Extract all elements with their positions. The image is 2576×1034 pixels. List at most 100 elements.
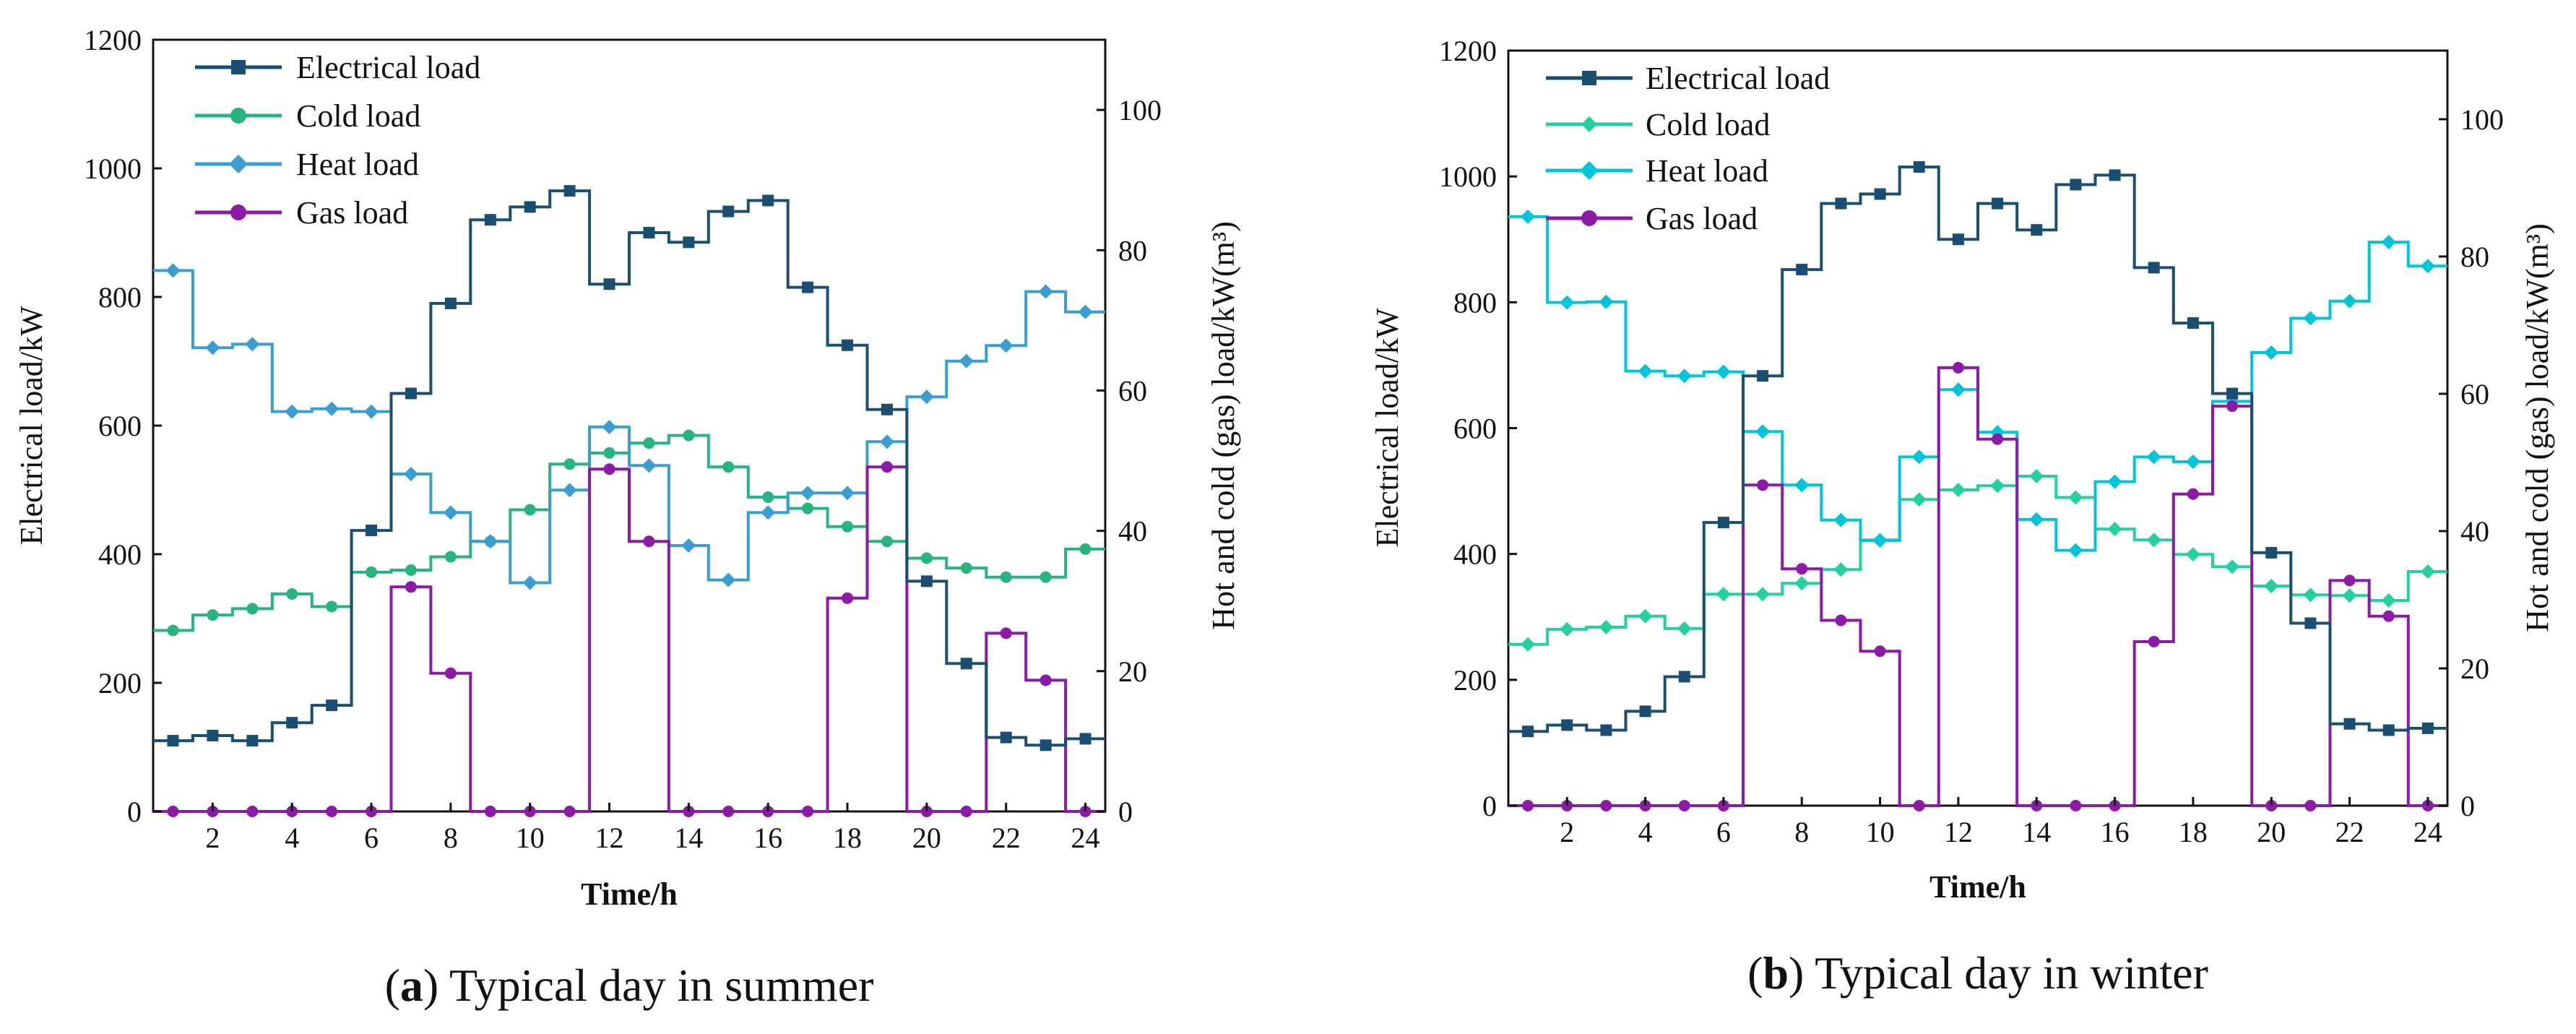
- point-gas: [444, 667, 457, 679]
- x-tick-label: 18: [833, 822, 862, 854]
- point-gas: [405, 581, 417, 593]
- point-cold: [762, 491, 774, 504]
- legend-label-electrical: Electrical load: [1646, 61, 1830, 96]
- point-cold: [722, 461, 735, 473]
- point-cold: [603, 447, 615, 459]
- point-cold: [1950, 483, 1966, 497]
- legend-label-heat: Heat load: [296, 147, 419, 182]
- legend-marker-electrical: [231, 60, 246, 74]
- point-heat: [1872, 533, 1888, 548]
- point-cold: [1638, 608, 1653, 624]
- point-cold: [1755, 587, 1771, 602]
- point-gas: [2148, 635, 2160, 647]
- point-electrical: [2421, 722, 2434, 734]
- point-gas: [802, 806, 814, 817]
- point-heat: [1599, 294, 1614, 309]
- point-cold: [1079, 543, 1092, 555]
- point-heat: [681, 538, 696, 553]
- point-electrical: [1913, 161, 1925, 173]
- series-line-gas: [1508, 366, 2447, 807]
- y-tick-label-right: 60: [1118, 374, 1147, 407]
- point-electrical: [2109, 169, 2121, 181]
- y-tick-label-right: 100: [2460, 103, 2504, 136]
- point-electrical: [1717, 517, 1729, 529]
- point-cold: [326, 600, 338, 613]
- panel-label: a: [400, 960, 423, 1011]
- y-tick-label-left: 200: [98, 667, 142, 699]
- point-cold: [1794, 576, 1810, 591]
- series-line-heat: [153, 269, 1105, 585]
- point-electrical: [802, 281, 814, 293]
- point-cold: [2342, 588, 2357, 603]
- x-tick-label: 12: [595, 822, 624, 854]
- x-tick-label: 12: [1944, 816, 1973, 848]
- point-electrical: [563, 185, 576, 197]
- legend-item-heat: Heat load: [195, 147, 419, 182]
- point-gas: [1678, 800, 1690, 811]
- chart-panel-summer: 2 4 6 8 10 12 14 16 18 20 22 2402004006008001000120…: [14, 24, 1241, 1011]
- point-cold: [1521, 637, 1536, 652]
- y-axis-label-right: Hot and cold (gas) load/kW(m³): [1206, 221, 1241, 629]
- point-heat: [2029, 512, 2044, 527]
- point-gas: [1000, 627, 1012, 639]
- point-electrical: [2265, 546, 2278, 559]
- panel-caption: (b) Typical day in winter: [1747, 947, 2208, 999]
- point-cold: [1599, 620, 1614, 634]
- point-heat: [1638, 363, 1653, 379]
- point-cold: [1560, 621, 1575, 637]
- point-electrical: [1757, 370, 1769, 382]
- point-cold: [2107, 522, 2122, 537]
- legend: Electrical load Cold load Heat load Gas …: [1546, 61, 1830, 236]
- point-electrical: [366, 525, 378, 537]
- series-line-electrical: [1508, 165, 2447, 733]
- point-gas: [1757, 479, 1769, 491]
- point-gas: [1992, 433, 2004, 445]
- point-heat: [2381, 235, 2396, 250]
- point-cold: [1716, 587, 1731, 602]
- point-gas: [167, 806, 179, 817]
- point-cold: [405, 564, 417, 577]
- point-heat: [1521, 209, 1536, 224]
- x-tick-label: 20: [2257, 816, 2286, 848]
- point-gas: [1874, 645, 1886, 658]
- x-tick-label: 4: [285, 822, 299, 854]
- point-heat: [403, 466, 418, 481]
- point-heat: [998, 338, 1013, 353]
- point-heat: [1038, 284, 1053, 299]
- point-gas: [484, 806, 496, 817]
- point-cold: [2225, 559, 2240, 574]
- point-electrical: [722, 205, 735, 217]
- point-electrical: [246, 735, 259, 747]
- y-tick-label-left: 800: [1453, 286, 1497, 319]
- y-tick-label-right: 0: [2460, 790, 2475, 822]
- point-heat: [2264, 345, 2279, 360]
- x-tick-label: 16: [753, 822, 782, 854]
- point-cold: [366, 566, 378, 578]
- legend-marker-cold: [230, 108, 246, 124]
- point-gas: [1040, 674, 1052, 686]
- panel-caption: (a) Typical day in summer: [385, 960, 874, 1011]
- y-tick-label-right: 100: [1118, 94, 1162, 126]
- point-heat: [879, 434, 894, 449]
- y-tick-label-right: 40: [2460, 515, 2489, 548]
- point-electrical: [1952, 233, 1964, 246]
- point-cold: [2381, 593, 2396, 608]
- point-electrical: [326, 699, 338, 712]
- point-heat: [2068, 543, 2083, 558]
- point-electrical: [1600, 724, 1612, 736]
- point-gas: [2226, 400, 2239, 413]
- point-electrical: [405, 387, 417, 400]
- point-gas: [246, 806, 259, 817]
- point-heat: [443, 505, 458, 520]
- y-tick-label-left: 0: [127, 796, 142, 828]
- point-heat: [840, 486, 855, 501]
- point-cold: [2068, 490, 2083, 505]
- point-electrical: [1561, 719, 1573, 731]
- legend-marker-heat: [1580, 161, 1599, 180]
- point-heat: [1716, 364, 1731, 379]
- point-electrical: [2070, 178, 2082, 191]
- y-tick-label-left: 800: [98, 281, 142, 314]
- point-gas: [1835, 614, 1847, 626]
- legend-label-gas: Gas load: [296, 195, 408, 231]
- point-gas: [1600, 800, 1612, 811]
